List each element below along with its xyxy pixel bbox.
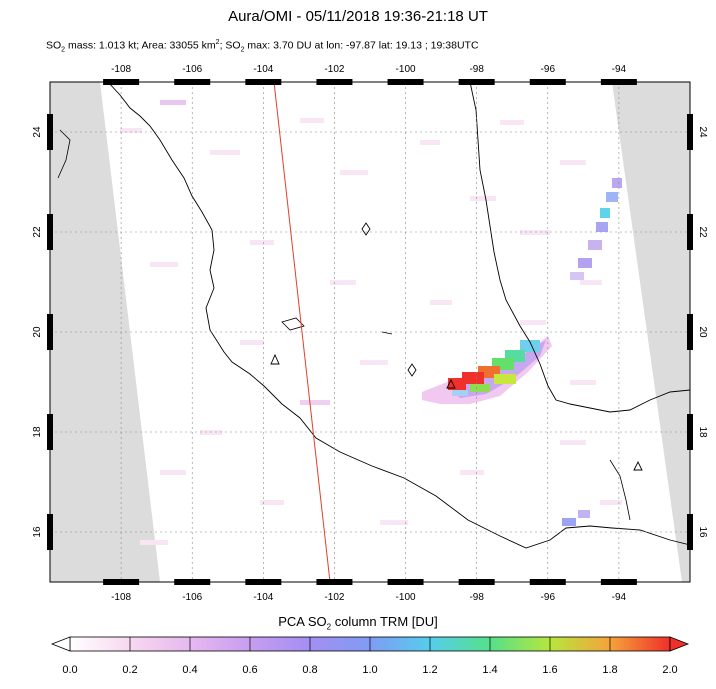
colorbar-tick-label: 0.4 [182,664,197,676]
lat-tick-label-left: 24 [32,126,43,138]
lon-tick-bottom [103,579,140,585]
lat-tick-left [47,314,53,350]
coastline [57,82,690,549]
so2-patch-east [570,178,622,280]
lon-tick-bottom [245,579,282,585]
lon-tick-label-bottom: -94 [612,592,627,603]
colorbar-tick-label: 0.2 [122,664,137,676]
lon-tick-label-top: -106 [182,64,202,75]
volcano-markers [270,222,643,471]
colorbar-high-arrow [669,636,690,652]
lon-tick-top [316,79,353,85]
lat-tick-left [47,514,53,550]
lon-tick-top [600,79,637,85]
lat-tick-left [47,214,53,250]
lon-tick-label-top: -98 [469,64,484,75]
lon-tick-top [103,79,140,85]
lon-tick-label-top: -100 [396,64,416,75]
lon-tick-top [387,79,424,85]
lon-tick-label-top: -104 [253,64,273,75]
lat-tick-right [687,414,693,450]
lon-tick-bottom [387,579,424,585]
lon-tick-top [174,79,211,85]
lon-tick-label-bottom: -96 [541,592,556,603]
lat-tick-right [687,214,693,250]
colorbar-title: PCA SO2 column TRM [DU] [278,614,438,632]
lon-tick-label-bottom: -98 [469,592,484,603]
colorbar-tick-label: 1.0 [362,664,377,676]
colorbar-tick-label: 0.0 [62,664,77,676]
colorbar: 0.0 0.2 0.4 0.6 0.8 1.0 1.2 1.4 1.6 1.8 2.0 [50,636,690,676]
lon-tick-top [529,79,566,85]
lat-tick-left [47,414,53,450]
map-subtitle: SO2 mass: 1.013 kt; Area: 33055 km2; SO2… [46,39,479,54]
lon-tick-label-top: -94 [612,64,627,75]
background-noise [120,100,622,545]
lat-tick-label-left: 16 [32,526,43,538]
lat-tick-label-left: 20 [32,326,43,338]
lat-tick-label-right: 22 [697,226,708,238]
colorbar-tick-label: 1.8 [602,664,617,676]
so2-patch-southeast [562,510,590,526]
lat-tick-right [687,114,693,150]
lat-tick-right [687,314,693,350]
map-title: Aura/OMI - 05/11/2018 19:36-21:18 UT [228,8,488,25]
lat-tick-label-right: 20 [697,326,708,338]
lon-tick-top [245,79,282,85]
lon-tick-bottom [529,579,566,585]
map-axes: -108 -108 -106 -106 -104 -104 -102 -102 -100 -100… [32,64,708,603]
lat-tick-label-right: 16 [697,526,708,538]
lon-tick-label-bottom: -106 [182,592,202,603]
lon-tick-bottom [316,579,353,585]
lon-tick-label-top: -96 [541,64,556,75]
lon-tick-bottom [600,579,637,585]
lon-tick-label-bottom: -100 [396,592,416,603]
colorbar-low-arrow [50,636,71,652]
lat-tick-label-right: 18 [697,426,708,438]
colorbar-tick-label: 1.2 [422,664,437,676]
lat-tick-label-right: 24 [697,126,708,138]
graticule [50,82,690,582]
lon-tick-label-bottom: -102 [324,592,344,603]
lon-tick-bottom [458,579,495,585]
lon-tick-label-bottom: -108 [111,592,131,603]
lat-tick-left [47,114,53,150]
lat-tick-right [687,514,693,550]
colorbar-tick-label: 0.6 [242,664,257,676]
lat-tick-label-left: 22 [32,226,43,238]
lon-tick-top [458,79,495,85]
colorbar-tick-label: 0.8 [302,664,317,676]
colorbar-tick-label: 2.0 [662,664,677,676]
colorbar-tick-label: 1.6 [542,664,557,676]
lon-tick-label-top: -102 [324,64,344,75]
lon-tick-label-top: -108 [111,64,131,75]
lon-tick-label-bottom: -104 [253,592,273,603]
lon-tick-bottom [174,579,211,585]
colorbar-tick-label: 1.4 [482,664,497,676]
lat-tick-label-left: 18 [32,426,43,438]
